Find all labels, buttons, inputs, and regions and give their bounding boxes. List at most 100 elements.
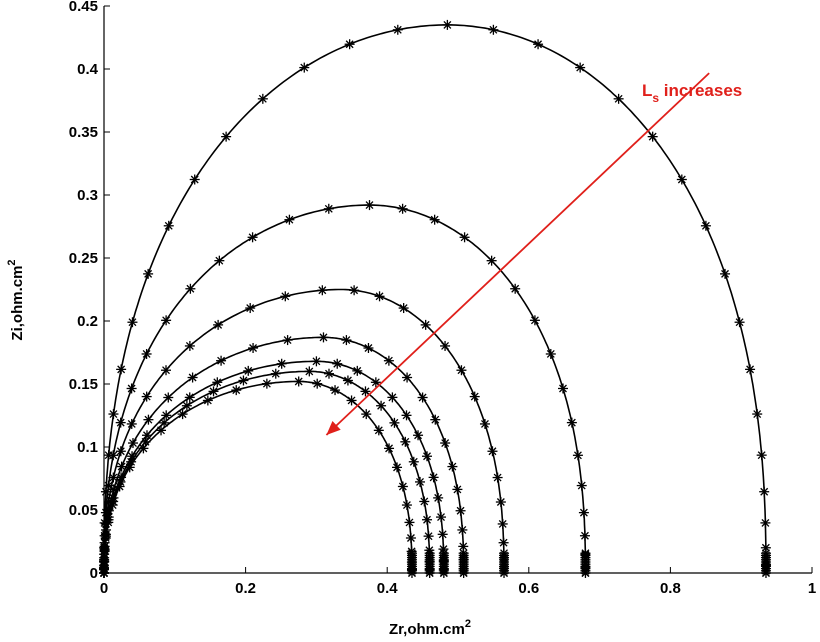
x-tick-label: 0.2 (235, 580, 256, 597)
y-tick-label: 0.35 (69, 124, 98, 141)
y-tick-group: 0 0.05 0.1 0.15 0.2 0.25 0.3 0.35 0.4 0.45 (69, 0, 110, 582)
data-point-marker (100, 533, 111, 544)
data-point-marker (438, 549, 449, 558)
data-point-marker (126, 418, 137, 429)
data-point-marker (433, 492, 444, 503)
data-point-marker (469, 391, 480, 402)
data-point-marker (108, 409, 119, 420)
data-point-marker (533, 39, 544, 50)
data-point-marker (376, 400, 387, 411)
data-point-marker (422, 514, 433, 525)
data-point-marker (383, 355, 394, 366)
data-point-marker (116, 461, 127, 472)
data-point-marker (402, 372, 413, 383)
data-point-marker (156, 425, 167, 436)
data-point-marker (107, 500, 118, 511)
data-point-marker (216, 355, 227, 366)
data-point-marker (247, 232, 258, 243)
x-axis-label: Zr,ohm.cm2 (389, 618, 471, 638)
annotation-arrow (325, 72, 710, 436)
data-point-marker (141, 391, 152, 402)
data-point-marker (276, 358, 287, 369)
data-point-marker (124, 462, 135, 473)
annotation-rest: increases (659, 81, 742, 100)
data-point-marker (332, 358, 343, 369)
data-point-marker (341, 335, 352, 346)
data-point-marker (760, 549, 771, 558)
data-point-marker (392, 462, 403, 473)
x-axis-label-sup: 2 (465, 618, 471, 630)
y-tick-label: 0.1 (77, 439, 98, 456)
data-point-marker (127, 438, 138, 449)
data-point-marker (349, 285, 360, 296)
data-point-marker (413, 430, 424, 441)
data-point-marker (457, 524, 468, 535)
data-point-marker (720, 268, 731, 279)
data-point-marker (208, 386, 219, 397)
data-point-marker (440, 438, 451, 449)
data-point-marker (545, 348, 556, 359)
data-point-marker (161, 410, 172, 421)
data-point-marker (579, 530, 590, 541)
data-point-marker (185, 283, 196, 294)
data-point-marker (374, 291, 385, 302)
data-point-marker (401, 410, 412, 421)
data-point-marker (458, 549, 469, 558)
series-layer (99, 19, 771, 578)
data-point-marker (459, 232, 470, 243)
data-point-marker (282, 335, 293, 346)
data-point-marker (759, 486, 770, 497)
y-axis-label-sup: 2 (6, 259, 18, 265)
data-point-marker (676, 174, 687, 185)
data-point-marker (760, 517, 771, 528)
y-tick-label: 0.4 (77, 61, 99, 78)
data-point-marker (108, 450, 119, 461)
data-point-marker (317, 285, 328, 296)
data-point-marker (346, 395, 357, 406)
data-point-marker (400, 436, 411, 447)
x-tick-label: 0.8 (660, 580, 681, 597)
annotation-subscript: s (652, 91, 659, 105)
x-tick-group: 0 0.2 0.4 0.6 0.8 1 (100, 567, 816, 597)
data-point-marker (138, 443, 149, 454)
data-point-marker (261, 378, 272, 389)
data-point-marker (323, 203, 334, 214)
data-point-marker (455, 505, 466, 516)
data-point-marker (488, 24, 499, 35)
data-point-marker (397, 203, 408, 214)
data-point-marker (114, 481, 125, 492)
data-point-marker (212, 377, 223, 388)
data-point-marker (99, 557, 110, 568)
series-line (103, 204, 587, 573)
data-point-marker (760, 542, 771, 553)
data-point-marker (397, 481, 408, 492)
data-point-marker (495, 497, 506, 508)
data-point-marker (127, 317, 138, 328)
data-point-marker (423, 531, 434, 542)
data-point-marker (756, 450, 767, 461)
data-point-marker (647, 131, 658, 142)
y-tick-label: 0.2 (77, 313, 98, 330)
data-point-marker (404, 517, 415, 528)
axes-frame (103, 6, 812, 574)
data-point-marker (576, 480, 587, 491)
x-tick-label: 0 (100, 580, 108, 597)
data-point-marker (420, 319, 431, 330)
x-tick-label: 0.6 (518, 580, 539, 597)
data-point-marker (231, 385, 242, 396)
data-point-marker (572, 450, 583, 461)
data-point-marker (141, 348, 152, 359)
data-point-marker (447, 461, 458, 472)
data-point-marker (529, 315, 540, 326)
data-point-marker (323, 368, 334, 379)
data-point-marker (613, 93, 624, 104)
x-tick-label: 1 (808, 580, 816, 597)
data-point-marker (417, 392, 428, 403)
data-point-marker (499, 549, 510, 558)
data-point-marker (189, 174, 200, 185)
data-point-marker (428, 472, 439, 483)
y-tick-label: 0.25 (69, 250, 98, 267)
data-point-marker (248, 343, 259, 354)
data-point-marker (430, 414, 441, 425)
series-line (103, 24, 767, 573)
